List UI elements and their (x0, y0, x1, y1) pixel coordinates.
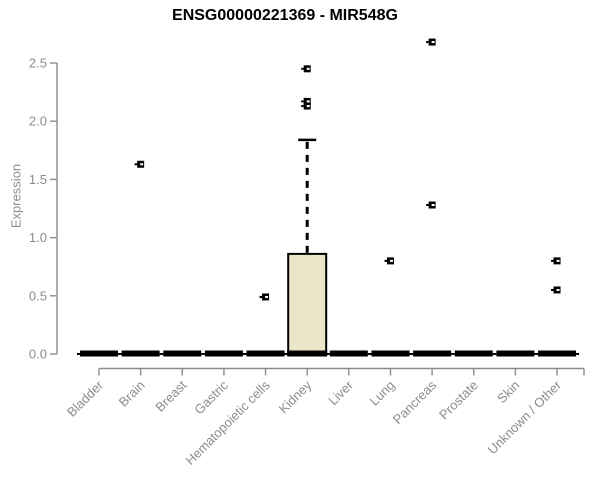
x-tick-label: Unknown / Other (485, 377, 565, 457)
collapsed-box (413, 350, 452, 357)
y-tick-label: 2.0 (29, 114, 47, 129)
whisker-notch (118, 353, 122, 355)
x-tick-label: Prostate (436, 378, 481, 423)
y-tick-label: 1.5 (29, 172, 47, 187)
x-tick-label: Skin (494, 378, 522, 406)
outlier-point-tick (426, 204, 429, 207)
whisker-notch (410, 353, 414, 355)
x-tick-label: Liver (325, 377, 356, 408)
y-tick-label: 2.5 (29, 56, 47, 71)
outlier-point-tick (301, 67, 304, 70)
x-tick-label: Gastric (191, 377, 231, 417)
whisker-notch (576, 353, 580, 355)
outlier-point-center (556, 288, 560, 291)
whisker-notch (160, 353, 164, 355)
y-tick-label: 0.0 (29, 347, 47, 362)
y-tick-label: 1.0 (29, 230, 47, 245)
collapsed-box (204, 350, 243, 357)
outlier-point-center (556, 259, 560, 262)
outlier-point-tick (384, 259, 387, 262)
outlier-point-tick (301, 105, 304, 108)
outlier-point-center (306, 100, 310, 103)
x-tick-label: Breast (152, 377, 189, 414)
outlier-point-tick (426, 41, 429, 44)
collapsed-box (496, 350, 535, 357)
outlier-point-center (431, 204, 435, 207)
outlier-point-tick (551, 259, 554, 262)
outlier-point-tick (134, 163, 138, 166)
x-tick-label: Brain (116, 378, 148, 410)
collapsed-box (80, 350, 118, 357)
collapsed-box (454, 350, 493, 357)
collapsed-box (371, 350, 410, 357)
y-tick-label: 0.5 (29, 288, 47, 303)
x-tick-label: Bladder (64, 377, 107, 420)
outlier-point-center (140, 163, 144, 166)
outlier-point-center (306, 67, 310, 70)
x-tick-label: Pancreas (390, 377, 440, 427)
outlier-point-center (265, 295, 269, 298)
whisker-notch (493, 353, 497, 355)
whisker-notch (77, 353, 80, 355)
whisker-notch (201, 353, 205, 355)
outlier-point-tick (259, 295, 263, 298)
collapsed-box (121, 350, 160, 357)
outlier-point-tick (301, 100, 304, 103)
whisker-notch (535, 353, 539, 355)
outlier-point-center (389, 259, 393, 262)
whisker-notch (326, 353, 330, 355)
whisker-notch (451, 353, 455, 355)
collapsed-box (329, 350, 368, 357)
outlier-point-tick (551, 288, 554, 291)
x-tick-label: Kidney (276, 377, 315, 416)
median-line (287, 350, 328, 357)
outlier-point-center (306, 105, 310, 108)
whisker-notch (284, 353, 288, 355)
whisker-notch (368, 353, 372, 355)
x-tick-label: Lung (367, 378, 398, 409)
collapsed-box (163, 350, 202, 357)
whisker-notch (243, 353, 247, 355)
collapsed-box (538, 350, 577, 357)
box (287, 252, 328, 353)
chart-title: ENSG00000221369 - MIR548G (172, 7, 398, 24)
outlier-point-center (431, 41, 435, 44)
collapsed-box (246, 350, 285, 357)
